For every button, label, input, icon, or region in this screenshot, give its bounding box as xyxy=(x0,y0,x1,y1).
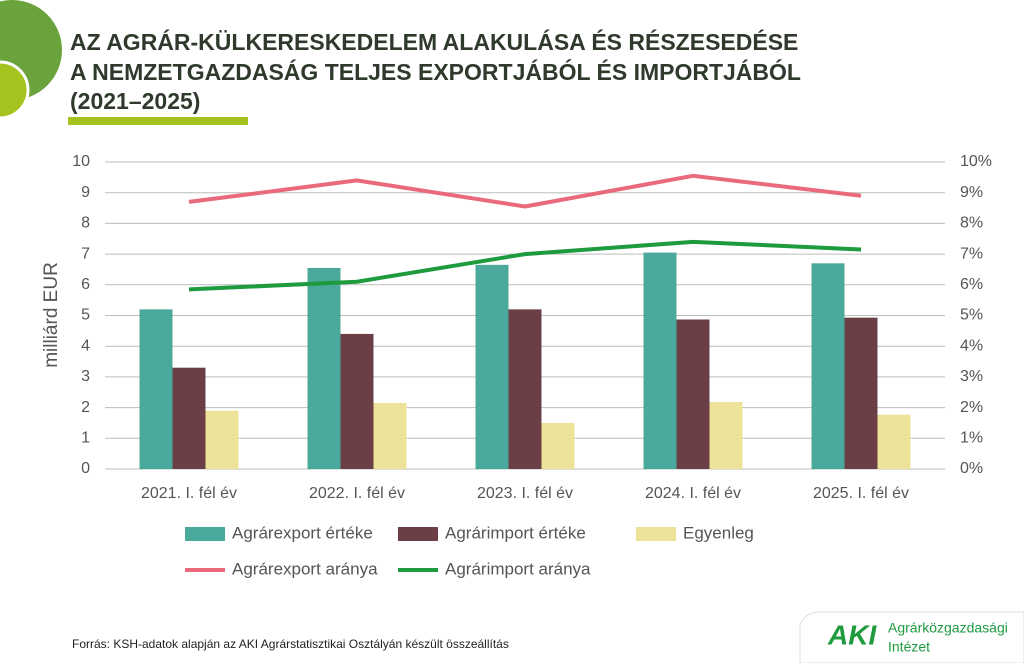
y2-tick-label: 4% xyxy=(960,337,983,354)
bar xyxy=(139,309,173,469)
legend-label: Agrárexport aránya xyxy=(232,559,378,578)
legend-label: Agrárimport értéke xyxy=(445,523,586,542)
bar xyxy=(172,367,206,469)
bar xyxy=(340,333,374,469)
y-tick-label: 5 xyxy=(81,307,90,324)
x-tick-label: 2021. I. fél év xyxy=(141,485,237,502)
y-tick-label: 8 xyxy=(81,215,90,232)
y-tick-label: 6 xyxy=(81,276,90,293)
y-tick-label: 3 xyxy=(81,368,90,385)
legend-label: Agrárimport aránya xyxy=(445,559,591,578)
x-tick-label: 2025. I. fél év xyxy=(813,485,909,502)
y2-tick-label: 7% xyxy=(960,245,983,262)
chart-title: A NEMZETGAZDASÁG TELJES EXPORTJÁBÓL ÉS I… xyxy=(70,58,801,85)
y2-tick-label: 8% xyxy=(960,215,983,232)
x-tick-label: 2022. I. fél év xyxy=(309,485,405,502)
y2-tick-label: 9% xyxy=(960,184,983,201)
legend-swatch xyxy=(398,527,438,541)
y2-tick-label: 1% xyxy=(960,430,983,447)
chart-title: AZ AGRÁR-KÜLKERESKEDELEM ALAKULÁSA ÉS RÉ… xyxy=(70,28,798,55)
y2-tick-label: 2% xyxy=(960,399,983,416)
y-tick-label: 10 xyxy=(72,153,90,170)
legend-swatch xyxy=(185,527,225,541)
bar xyxy=(373,402,407,469)
source: Forrás: KSH-adatok alapján az AKI Agrárs… xyxy=(72,637,509,651)
bar xyxy=(205,410,239,469)
y-tick-label: 9 xyxy=(81,184,90,201)
y-tick-label: 7 xyxy=(81,245,90,262)
y-tick-label: 2 xyxy=(81,399,90,416)
line xyxy=(188,173,862,209)
y2-tick-label: 6% xyxy=(960,276,983,293)
y-tick-label: 4 xyxy=(81,337,90,354)
bar xyxy=(811,263,845,469)
legend-label: Egyenleg xyxy=(683,523,754,542)
bar xyxy=(307,267,341,469)
logo-box xyxy=(799,611,1024,663)
y-axis-label: milliárd EUR xyxy=(41,262,62,368)
bar xyxy=(844,317,878,469)
bar xyxy=(475,264,509,469)
bar xyxy=(643,252,677,469)
logo-text: Intézet xyxy=(888,639,930,655)
decor-circle xyxy=(0,60,30,120)
y2-tick-label: 0% xyxy=(960,460,983,477)
chart-title: (2021–2025) xyxy=(70,88,200,114)
bar xyxy=(709,402,743,469)
y2-tick-label: 5% xyxy=(960,307,983,324)
y-tick-label: 1 xyxy=(81,430,90,447)
bar xyxy=(877,414,911,469)
bar xyxy=(508,309,542,469)
bar xyxy=(676,319,710,469)
logo-text: Agrárközgazdasági xyxy=(888,620,1008,636)
legend-label: Agrárexport értéke xyxy=(232,523,373,542)
x-tick-label: 2023. I. fél év xyxy=(477,485,573,502)
legend-swatch xyxy=(636,527,676,541)
logo-mark: AKI xyxy=(827,619,877,650)
x-tick-label: 2024. I. fél év xyxy=(645,485,741,502)
y2-tick-label: 3% xyxy=(960,368,983,385)
title-underline xyxy=(68,117,248,125)
y2-tick-label: 10% xyxy=(960,153,992,170)
line xyxy=(188,239,862,292)
bar xyxy=(541,422,575,469)
y-tick-label: 0 xyxy=(81,460,90,477)
